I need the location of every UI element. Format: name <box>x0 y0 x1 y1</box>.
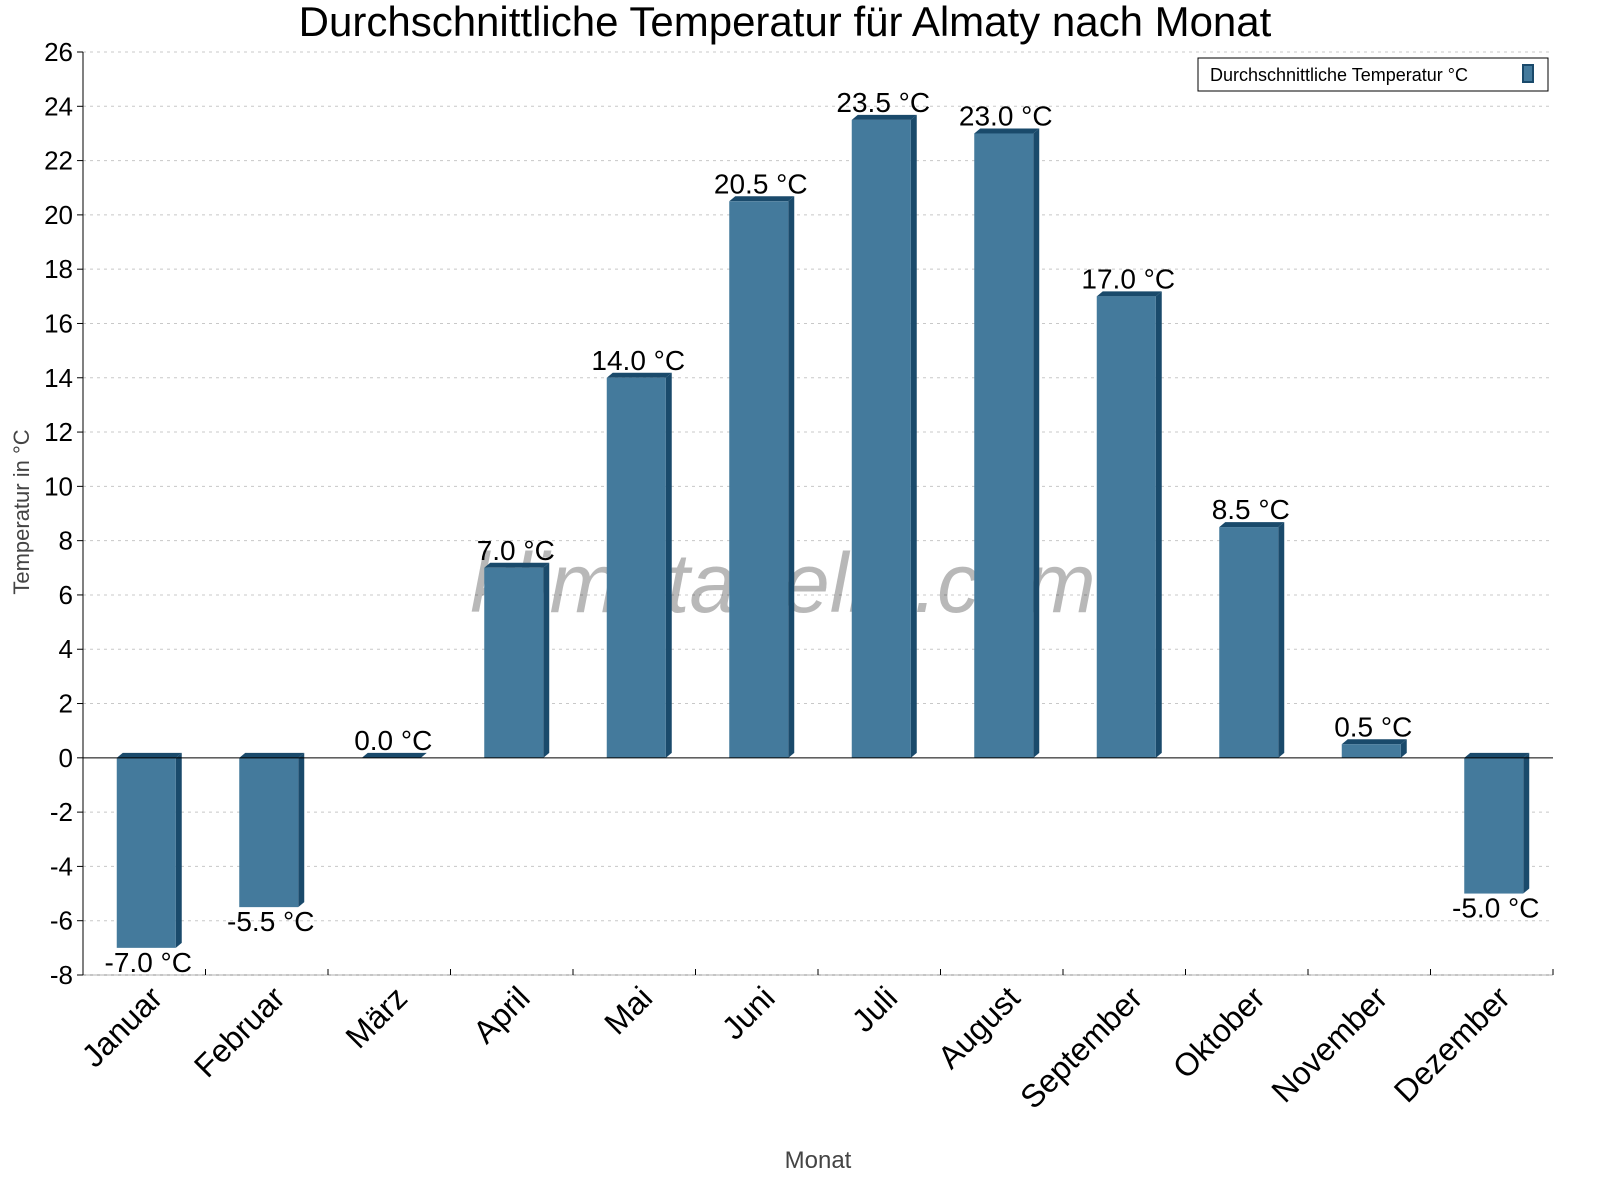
bar-front <box>239 757 299 908</box>
data-label: 23.5 °C <box>836 87 930 118</box>
bar-top <box>1464 752 1530 758</box>
bar-top <box>239 752 305 758</box>
y-tick-label: 22 <box>44 146 73 176</box>
bar-side <box>1033 128 1040 758</box>
x-tick-label: August <box>931 979 1027 1075</box>
bar: 0.5 °C <box>1334 711 1412 758</box>
bar-side <box>910 114 917 758</box>
y-tick-label: 24 <box>44 91 73 121</box>
data-label: 20.5 °C <box>714 168 808 199</box>
x-tick-label: Januar <box>75 979 170 1074</box>
bar: 20.5 °C <box>714 168 808 758</box>
data-label: -5.0 °C <box>1452 893 1539 924</box>
bar-front <box>116 757 176 948</box>
y-tick-label: -8 <box>50 960 73 990</box>
grid <box>83 51 1553 976</box>
x-tick-label: Februar <box>187 979 292 1084</box>
legend-swatch <box>1522 64 1534 83</box>
y-tick-label: 26 <box>44 37 73 67</box>
x-tick-label: Juni <box>715 979 782 1046</box>
bar-front <box>1341 744 1401 758</box>
bar-front <box>729 201 789 758</box>
bar-front <box>974 133 1034 758</box>
bar-side <box>1278 522 1285 758</box>
legend-label: Durchschnittliche Temperatur °C <box>1210 65 1468 85</box>
x-tick-label: November <box>1264 979 1394 1109</box>
data-label: 23.0 °C <box>959 100 1053 131</box>
data-label: 7.0 °C <box>477 535 555 566</box>
y-tick-label: 0 <box>59 743 73 773</box>
x-tick-label: März <box>338 979 414 1055</box>
y-tick-label: 2 <box>59 689 73 719</box>
x-tick-label: Mai <box>597 979 659 1041</box>
y-tick-label: 10 <box>44 471 73 501</box>
bar-top <box>116 752 182 758</box>
bar: 0.0 °C <box>354 725 432 758</box>
data-label: 14.0 °C <box>591 345 685 376</box>
bar-front <box>1096 296 1156 758</box>
x-axis-label: Monat <box>785 1147 852 1174</box>
bar-side <box>543 562 550 758</box>
x-tick-label: Oktober <box>1166 979 1272 1085</box>
bar-top <box>606 372 672 378</box>
bar: 23.5 °C <box>836 87 930 758</box>
data-label: 8.5 °C <box>1212 494 1290 525</box>
bar-side <box>788 196 795 758</box>
y-tick-label: 8 <box>59 526 73 556</box>
data-label: 0.0 °C <box>354 725 432 756</box>
bar-front <box>484 567 544 758</box>
legend-box <box>1197 57 1549 92</box>
y-tick-label: 20 <box>44 200 73 230</box>
y-tick-label: 4 <box>59 634 73 664</box>
bar-front <box>851 119 911 758</box>
bar: -7.0 °C <box>105 752 192 978</box>
y-tick-label: -6 <box>50 906 73 936</box>
bar-front <box>1464 757 1524 894</box>
bar: -5.0 °C <box>1452 752 1539 924</box>
bar-top <box>1219 522 1285 528</box>
bar: 17.0 °C <box>1081 263 1175 758</box>
bar-side <box>1400 739 1407 758</box>
bar: 23.0 °C <box>959 100 1053 758</box>
y-tick-label: 16 <box>44 308 73 338</box>
bars: -7.0 °C -5.5 °C 0.0 °C 7.0 °C 14.0 °C 20.5 °C… <box>105 87 1540 978</box>
x-tick-label: Juli <box>845 979 904 1038</box>
legend: Durchschnittliche Temperatur °C <box>1197 57 1549 92</box>
bar-top <box>1341 739 1407 745</box>
bar-side <box>1523 752 1530 894</box>
data-label: -7.0 °C <box>105 947 192 978</box>
bar-side <box>175 752 182 948</box>
x-tick-label: April <box>466 979 537 1050</box>
bar-top <box>1096 291 1162 297</box>
bar-side <box>665 372 672 758</box>
data-label: -5.5 °C <box>227 906 314 937</box>
x-tick-label: Dezember <box>1387 979 1517 1109</box>
y-axis-label: Temperatur in °C <box>9 429 34 594</box>
bar-top <box>361 752 427 758</box>
data-label: 17.0 °C <box>1081 263 1175 294</box>
y-tick-label: 6 <box>59 580 73 610</box>
y-tick-label: 12 <box>44 417 73 447</box>
bar: -5.5 °C <box>227 752 314 937</box>
y-tick-label: -2 <box>50 797 73 827</box>
y-tick-label: 14 <box>44 363 73 393</box>
bar-side <box>298 752 305 908</box>
x-tick-label: September <box>1013 979 1149 1115</box>
data-label: 0.5 °C <box>1334 711 1412 742</box>
bar-top <box>484 562 550 568</box>
bar: 7.0 °C <box>477 535 555 758</box>
bar: 14.0 °C <box>591 345 685 758</box>
bar-front <box>606 377 666 758</box>
chart-title: Durchschnittliche Temperatur für Almaty … <box>299 0 1272 45</box>
bar-front <box>1219 527 1279 758</box>
bar-top <box>729 196 795 202</box>
bar-top <box>851 114 917 120</box>
y-tick-label: 18 <box>44 254 73 284</box>
y-tick-label: -4 <box>50 851 73 881</box>
bar-top <box>974 128 1040 134</box>
bar-side <box>1155 291 1162 758</box>
bar: 8.5 °C <box>1212 494 1290 758</box>
